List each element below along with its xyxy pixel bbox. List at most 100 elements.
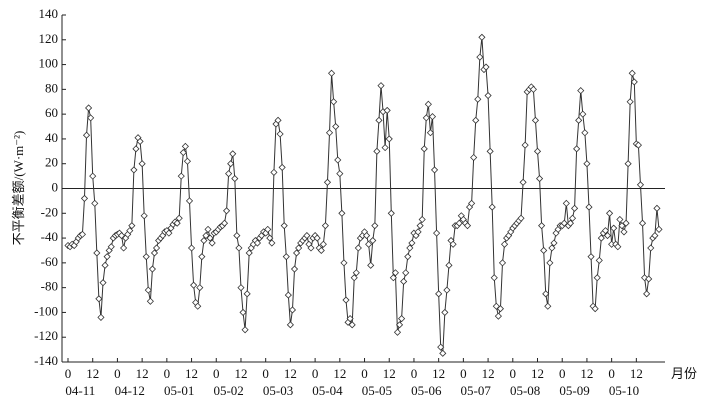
point <box>126 227 134 235</box>
point <box>338 209 346 217</box>
point <box>455 219 463 227</box>
y-tick-label: -40 <box>41 229 58 244</box>
point <box>290 265 299 273</box>
point <box>227 160 235 168</box>
point <box>398 315 406 323</box>
point <box>274 116 282 124</box>
point <box>478 33 486 41</box>
point <box>332 122 340 131</box>
point <box>233 232 241 240</box>
point <box>190 281 198 289</box>
point <box>181 142 189 150</box>
point <box>645 275 653 283</box>
point <box>241 326 249 334</box>
point <box>185 197 194 205</box>
point <box>406 244 414 252</box>
point <box>393 328 402 336</box>
point <box>245 249 253 257</box>
point <box>352 269 360 277</box>
point <box>618 222 626 230</box>
y-tick-label: -80 <box>41 279 58 294</box>
point <box>237 284 245 292</box>
point <box>239 308 247 316</box>
point <box>490 274 498 282</box>
point <box>577 87 585 95</box>
y-tick-label: 120 <box>39 31 59 46</box>
point <box>354 244 362 252</box>
point <box>402 269 410 277</box>
point <box>117 232 126 240</box>
x-axis-title: 月份 <box>671 366 697 381</box>
y-tick-label: 140 <box>39 6 59 21</box>
point <box>128 222 136 230</box>
month-label: 05-01 <box>164 383 194 398</box>
point <box>132 145 140 153</box>
point <box>538 222 546 230</box>
point <box>482 63 490 71</box>
point <box>313 234 321 242</box>
point <box>437 343 445 351</box>
x-tick-label: 12 <box>333 366 346 381</box>
point <box>369 236 377 245</box>
point <box>404 253 412 261</box>
point <box>202 232 210 240</box>
point <box>488 203 496 211</box>
point <box>472 116 480 124</box>
point <box>443 286 451 294</box>
point <box>146 297 154 305</box>
point <box>336 170 344 178</box>
point <box>426 129 434 137</box>
point <box>517 214 525 222</box>
point <box>484 91 492 100</box>
point <box>540 246 548 255</box>
point <box>268 239 276 247</box>
point <box>542 290 550 298</box>
point <box>468 199 476 207</box>
point <box>194 302 202 310</box>
point <box>414 228 422 236</box>
point <box>496 305 505 313</box>
point <box>148 265 156 273</box>
point <box>373 147 381 155</box>
point <box>622 219 630 227</box>
x-tick-label: 12 <box>185 366 198 381</box>
month-label: 05-02 <box>213 383 243 398</box>
x-tick-label: 12 <box>234 366 247 381</box>
point <box>653 204 661 212</box>
point <box>560 219 568 227</box>
point <box>521 141 529 149</box>
point <box>544 302 552 310</box>
point <box>222 207 231 215</box>
month-label: 05-09 <box>559 383 589 398</box>
point <box>328 69 336 77</box>
point <box>616 215 624 224</box>
month-label: 04-12 <box>115 383 145 398</box>
y-tick-label: 0 <box>52 179 59 194</box>
point <box>278 163 286 171</box>
x-tick-label: 0 <box>411 366 418 381</box>
point <box>463 222 472 230</box>
y-tick-label: 80 <box>45 80 58 95</box>
point <box>435 290 443 298</box>
point <box>568 214 577 222</box>
point <box>601 227 610 235</box>
x-tick-label: 12 <box>136 366 149 381</box>
month-label: 05-05 <box>362 383 392 398</box>
point <box>208 239 216 247</box>
point <box>286 321 294 329</box>
x-tick-label: 0 <box>65 366 72 381</box>
point <box>389 274 397 282</box>
point <box>325 129 334 137</box>
point <box>603 232 612 240</box>
point <box>387 209 395 217</box>
point <box>418 215 426 224</box>
point <box>231 175 239 183</box>
point <box>638 219 647 227</box>
point <box>334 156 342 164</box>
point <box>449 240 457 248</box>
point <box>103 253 111 261</box>
point <box>198 253 206 261</box>
point <box>270 168 278 176</box>
month-label: 05-10 <box>609 383 639 398</box>
point <box>647 244 655 252</box>
